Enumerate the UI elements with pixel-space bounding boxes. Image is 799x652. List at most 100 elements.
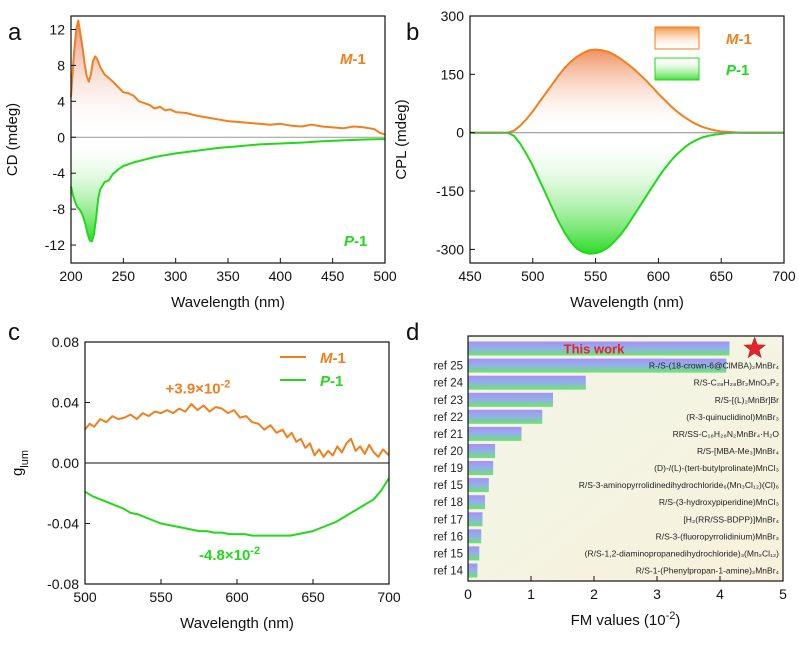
panel-b-legend-label-part: P: [726, 62, 737, 79]
panel-b-area-m-1: [470, 49, 784, 133]
panel-a-legend-label-part: M: [340, 51, 353, 68]
panel-a-legend-label-part: -1: [353, 51, 366, 68]
panel-d-category-label: ref 20: [434, 446, 463, 458]
panel-b-y-tick-label: 300: [441, 8, 465, 24]
panel-d-x-axis-label-part: ): [675, 612, 680, 629]
panel-d-this-work-label: This work: [564, 342, 625, 357]
panel-c-legend-label-part: P: [320, 373, 331, 390]
panel-a-area-p-1: [71, 137, 385, 242]
panel-a-y-tick-label: -4: [53, 165, 66, 181]
panel-d-bar-this-work: [468, 341, 730, 356]
panel-c-x-tick-label: 500: [73, 589, 97, 605]
panel-c-x-tick-label: 550: [149, 589, 173, 605]
panel-d-category-label: ref 17: [434, 514, 463, 526]
panel-d-compound-label: R/S-[(L)₂MnBr]Br: [715, 395, 779, 405]
panel-c-annotation-part: -2: [250, 545, 260, 557]
panel-a-x-tick-label: 500: [373, 268, 397, 284]
star-icon: [743, 336, 766, 359]
panel-a-y-tick-label: -12: [45, 237, 65, 253]
panel-b-legend-label: P-1: [726, 62, 749, 79]
panel-b-x-axis-label: Wavelength (nm): [570, 294, 684, 311]
panel-c-annotation-part: -2: [221, 378, 231, 390]
panel-d-compound-label: R/S-3-aminopyrrolidinedihydrochloride₆(M…: [579, 480, 779, 490]
panel-b-y-tick-label: -300: [436, 241, 464, 257]
panel-d-compound-label: (R/S-1,2-diaminopropanedihydrochloride)₃…: [585, 548, 780, 558]
panel-c-legend-label-part: M: [320, 350, 333, 367]
panel-d-compound-label: (R-3-quinuclidinol)MnBr₃: [686, 412, 779, 422]
panel-b-y-tick-label: 0: [456, 125, 464, 141]
panel-d-category-label: ref 15: [434, 548, 463, 560]
panel-d-category-label: ref 21: [434, 429, 463, 441]
panel-b-y-tick-label: 150: [441, 66, 465, 82]
panel-d-bar: [468, 409, 543, 424]
panel-c-legend-label: P-1: [320, 373, 343, 390]
panel-d-compound-label: R/S-1-(Phenylpropan-1-amine)₂MnBr₄: [636, 565, 780, 575]
panel-c-x-tick-label: 600: [225, 589, 249, 605]
panel-c-x-tick-label: 650: [301, 589, 325, 605]
panel-d-bar: [468, 529, 482, 544]
panel-a-y-axis-label: CD (mdeg): [4, 103, 21, 176]
panel-c-line-m-1: [84, 403, 390, 458]
panel-c-x-axis-label: Wavelength (nm): [180, 615, 294, 632]
panel-a-x-tick-label: 400: [269, 268, 293, 284]
panel-d-bar: [468, 461, 494, 475]
panel-b-legend-swatch-p1: [654, 57, 700, 81]
panel-b-x-tick-label: 650: [710, 268, 734, 284]
panel-a-letter: a: [8, 19, 22, 46]
panel-b-legend-label-part: -1: [739, 31, 752, 48]
panel-d-compound-label: [H₂(RR/SS-BDPP)]MnBr₄: [683, 514, 779, 524]
panel-b-x-tick-label: 500: [521, 268, 545, 284]
panel-c-annotation-part: +3.9×10: [166, 380, 221, 397]
panel-d-x-tick-label: 1: [527, 586, 535, 602]
panel-d-compound-label: R/S-C₂₈H₂₈Br₂MnO₂P₂: [694, 378, 779, 388]
panel-b-x-tick-label: 700: [772, 268, 796, 284]
panel-b-frame: [469, 15, 785, 264]
panel-d-bar: [468, 495, 485, 510]
panel-c-y-axis-label: glum: [9, 450, 31, 476]
panel-b-x-tick-label: 450: [458, 268, 482, 284]
panel-b-legend-label: M-1: [726, 31, 752, 48]
panel-a-x-tick-label: 300: [164, 268, 188, 284]
panel-d-category-label: ref 15: [434, 480, 463, 492]
panel-d-frame: [467, 335, 784, 582]
panel-d-bar: [468, 375, 586, 390]
panel-a-legend-label-part: P: [344, 233, 355, 250]
panel-d-category-label: ref 16: [434, 531, 463, 543]
panel-c-y-tick-label: -0.08: [47, 576, 79, 592]
panel-d-compound-label: R/S-(3-hydroxypiperidine)MnCl₃: [659, 497, 779, 507]
panel-d-x-tick-label: 4: [716, 586, 724, 602]
panel-a-x-tick-label: 200: [59, 268, 83, 284]
panel-c-y-tick-label: -0.04: [47, 516, 79, 532]
panel-b-y-tick-label: -150: [436, 183, 464, 199]
panel-d-compound-label: RR/SS-C₁₈H₂₈N₂MnBr₄·H₂O: [673, 429, 780, 439]
panel-a-x-tick-label: 250: [112, 268, 136, 284]
panel-d-category-label: ref 19: [434, 463, 463, 475]
panel-b-line-p-1: [470, 131, 784, 255]
panel-d-bar: [468, 392, 553, 407]
panel-c-y-tick-label: 0.04: [52, 395, 79, 411]
panel-c-y-tick-label: 0.08: [52, 334, 79, 350]
panel-c-letter: c: [8, 319, 20, 346]
panel-c-legend-label: M-1: [320, 350, 346, 367]
panel-d-compound-label: R-/S-(18-crown-6@ClMBA)₂MnBr₄: [649, 361, 780, 371]
panel-b-legend-label-part: -1: [736, 62, 749, 79]
panel-a-line-p-1: [70, 138, 386, 243]
panel-d-category-label: ref 23: [434, 395, 463, 407]
panel-a-y-tick-label: 0: [57, 129, 65, 145]
panel-a-y-tick-label: -8: [53, 201, 66, 217]
panel-a-x-axis-label: Wavelength (nm): [171, 294, 285, 311]
panel-a-line-m-1: [70, 19, 386, 136]
panel-c-y-axis-label-sub: lum: [19, 450, 31, 468]
panel-a-area-m-1: [71, 20, 385, 138]
panel-c-y-tick-label: 0.00: [52, 455, 79, 471]
panel-a-legend-label: P-1: [344, 233, 367, 250]
panel-d-category-label: ref 25: [434, 361, 463, 373]
panel-c-legend-label-part: -1: [333, 350, 346, 367]
panel-c-x-tick-label: 700: [377, 589, 401, 605]
panel-b-line-m-1: [470, 48, 784, 134]
panel-d-category-label: ref 22: [434, 412, 463, 424]
panel-d-bar: [468, 426, 522, 441]
panel-b-area-p-1: [470, 132, 784, 254]
panel-d-compound-label: R/S-3-(fluoropyrrolidinium)MnBr₃: [656, 531, 779, 541]
